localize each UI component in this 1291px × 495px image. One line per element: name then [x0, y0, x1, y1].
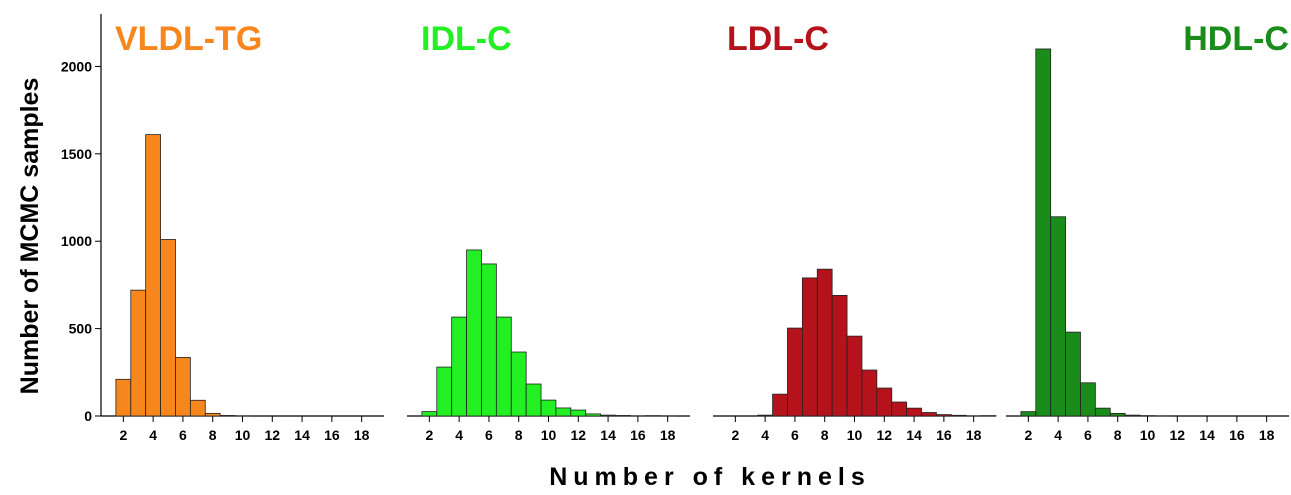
x-tick-label: 12 — [1170, 427, 1186, 443]
x-tick-label: 16 — [1229, 427, 1245, 443]
bar — [510, 351, 527, 417]
bar — [130, 289, 147, 417]
bar — [1035, 48, 1052, 417]
x-tick-label: 8 — [515, 427, 523, 443]
x-tick-label: 18 — [966, 427, 982, 443]
y-tick-label: 0 — [84, 408, 92, 424]
x-tick-label: 18 — [660, 427, 676, 443]
bar — [115, 378, 132, 417]
bar — [555, 407, 572, 417]
x-tick-label: 14 — [906, 427, 922, 443]
bar — [175, 357, 191, 417]
x-tick-label: 4 — [1054, 427, 1062, 443]
x-tick-label: 14 — [1199, 427, 1215, 443]
bar — [525, 383, 542, 417]
x-tick-label: 6 — [1084, 427, 1092, 443]
x-tick-label: 4 — [761, 427, 769, 443]
bar — [189, 399, 206, 417]
x-tick-label: 8 — [821, 427, 829, 443]
x-tick-label: 4 — [149, 427, 157, 443]
x-tick-label: 12 — [571, 427, 587, 443]
bar — [421, 411, 438, 417]
x-tick-label: 6 — [485, 427, 493, 443]
x-tick-label: 10 — [541, 427, 557, 443]
panel-title: VLDL-TG — [115, 20, 262, 58]
y-axis-label: Number of MCMC samples — [16, 78, 44, 395]
bar — [145, 134, 161, 417]
panel-title: LDL-C — [727, 20, 829, 58]
bar — [876, 387, 893, 417]
x-tick-label: 10 — [1140, 427, 1156, 443]
bar — [950, 414, 967, 417]
bar — [570, 409, 587, 417]
y-tick-label: 500 — [69, 321, 93, 337]
bar — [921, 412, 937, 417]
y-tick-label: 1500 — [61, 146, 92, 162]
bar — [1050, 216, 1066, 417]
bar — [831, 294, 848, 417]
x-tick-label: 12 — [877, 427, 893, 443]
bar — [219, 415, 236, 417]
y-tick-label: 2000 — [61, 58, 92, 74]
x-axis-label: Number of kernels — [549, 463, 871, 491]
x-tick-label: 8 — [1114, 427, 1122, 443]
x-tick-label: 16 — [324, 427, 340, 443]
bar — [481, 263, 497, 417]
panel-title: IDL-C — [421, 20, 512, 58]
x-tick-label: 14 — [294, 427, 310, 443]
bar — [585, 413, 602, 417]
bar — [846, 335, 863, 417]
bar — [1124, 414, 1141, 417]
bar — [801, 277, 818, 417]
bar — [1080, 382, 1096, 417]
x-tick-label: 18 — [1259, 427, 1275, 443]
bar — [600, 414, 616, 417]
x-tick-label: 6 — [791, 427, 799, 443]
bar — [495, 316, 512, 417]
x-tick-label: 18 — [354, 427, 370, 443]
x-tick-label: 2 — [425, 427, 433, 443]
panel-title: HDL-C — [1183, 20, 1289, 58]
bar — [891, 401, 908, 417]
bar — [1065, 331, 1081, 417]
bar — [861, 369, 878, 417]
x-tick-label: 2 — [1024, 427, 1032, 443]
bar — [787, 327, 803, 417]
bar — [436, 366, 453, 417]
x-tick-label: 14 — [600, 427, 616, 443]
bar — [204, 412, 221, 417]
bar — [160, 239, 176, 417]
bar — [466, 249, 482, 417]
bar — [816, 268, 833, 417]
bar — [772, 393, 788, 417]
x-tick-label: 10 — [847, 427, 863, 443]
bar — [540, 399, 557, 417]
x-tick-label: 8 — [209, 427, 217, 443]
bar — [757, 414, 773, 417]
bar — [1094, 407, 1111, 417]
x-tick-label: 16 — [630, 427, 646, 443]
bar — [615, 415, 631, 417]
x-tick-label: 10 — [235, 427, 251, 443]
bar — [1020, 411, 1037, 417]
x-tick-label: 2 — [119, 427, 127, 443]
bar — [936, 414, 952, 417]
x-tick-label: 16 — [936, 427, 952, 443]
bar — [451, 316, 467, 417]
x-tick-label: 2 — [731, 427, 739, 443]
bar — [906, 407, 922, 417]
bar — [1109, 412, 1126, 417]
y-tick-label: 1000 — [61, 233, 92, 249]
x-tick-label: 6 — [179, 427, 187, 443]
x-tick-label: 4 — [455, 427, 463, 443]
x-tick-label: 12 — [265, 427, 281, 443]
